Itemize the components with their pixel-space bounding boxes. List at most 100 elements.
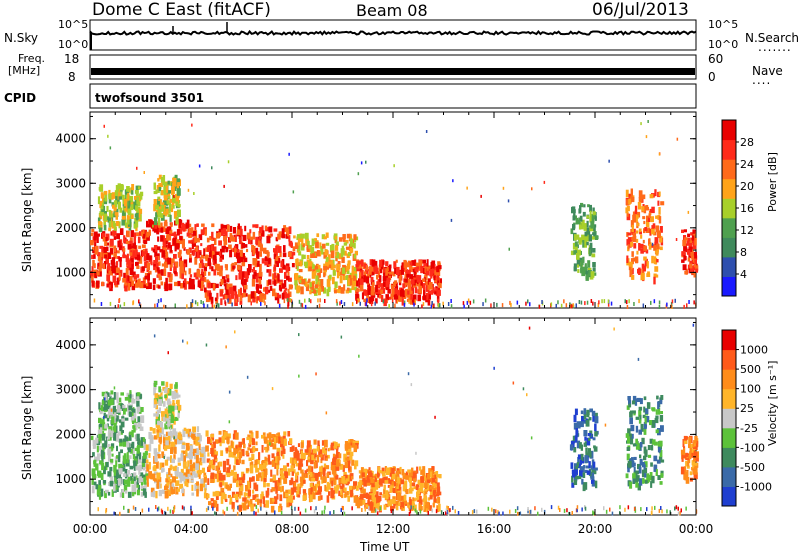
data-cell (158, 205, 162, 212)
data-cell (285, 234, 290, 239)
data-cell (410, 383, 413, 387)
data-cell (91, 485, 95, 494)
data-cell (315, 284, 319, 289)
data-cell (296, 263, 299, 271)
data-cell (113, 281, 117, 286)
data-cell (211, 296, 214, 304)
data-cell (159, 439, 162, 445)
data-cell (409, 261, 413, 266)
data-cell (116, 261, 119, 266)
data-cell (215, 492, 219, 500)
data-cell (407, 278, 411, 285)
data-cell (130, 476, 133, 481)
data-cell (677, 511, 680, 516)
data-cell (651, 420, 655, 428)
data-cell (173, 196, 177, 204)
data-cell (342, 465, 345, 472)
data-cell (363, 298, 368, 302)
data-cell (375, 482, 379, 490)
data-cell (692, 461, 695, 469)
data-cell (418, 503, 421, 511)
data-cell (166, 200, 169, 204)
data-cell (177, 404, 182, 411)
data-cell (578, 300, 581, 304)
data-cell (301, 238, 304, 245)
data-cell (603, 299, 606, 304)
data-cell (333, 479, 336, 486)
data-cell (683, 229, 687, 233)
data-cell (108, 426, 112, 431)
data-cell (116, 455, 119, 459)
data-cell (582, 211, 586, 217)
data-cell (390, 509, 393, 514)
data-cell (347, 252, 352, 256)
noise-left-tick-bottom: 10^0 (58, 38, 89, 51)
data-cell (438, 503, 441, 512)
data-cell (259, 226, 263, 234)
data-cell (687, 257, 691, 262)
data-cell (109, 410, 113, 416)
data-cell (178, 226, 183, 235)
data-cell (258, 278, 262, 285)
data-cell (335, 241, 339, 246)
data-cell (210, 244, 214, 251)
data-cell (99, 214, 103, 220)
data-cell (574, 215, 577, 220)
data-cell (206, 304, 209, 309)
data-cell (632, 214, 636, 223)
data-cell (105, 461, 109, 468)
data-cell (125, 274, 129, 283)
data-cell (187, 473, 191, 477)
data-cell (99, 402, 102, 409)
data-cell (171, 441, 176, 447)
data-cell (254, 448, 259, 452)
data-cell (157, 178, 160, 182)
data-cell (227, 298, 229, 303)
data-cell (593, 232, 597, 237)
data-cell (370, 286, 375, 294)
freq-label-line2: [MHz] (8, 64, 41, 77)
data-cell (237, 223, 240, 230)
data-cell (364, 271, 367, 277)
data-cell (260, 476, 263, 482)
data-cell (631, 224, 634, 232)
data-cell (129, 431, 132, 435)
data-cell (373, 480, 377, 486)
data-cell (581, 234, 586, 243)
data-cell (161, 381, 165, 386)
data-cell (266, 235, 271, 244)
data-cell (325, 261, 329, 267)
data-cell (340, 300, 343, 304)
data-cell (637, 357, 640, 361)
data-cell (179, 235, 183, 241)
data-cell (173, 211, 177, 219)
data-cell (153, 478, 158, 482)
data-cell (625, 189, 629, 198)
data-cell (212, 449, 217, 458)
data-cell (235, 275, 238, 281)
data-cell (243, 279, 247, 287)
data-cell (436, 505, 440, 513)
data-cell (368, 296, 371, 303)
data-cell (172, 178, 177, 186)
data-cell (172, 476, 176, 483)
data-cell (130, 204, 134, 211)
data-cell (377, 289, 381, 294)
data-cell (113, 464, 117, 473)
data-cell (155, 256, 158, 263)
data-cell (230, 293, 235, 299)
data-cell (199, 251, 202, 256)
data-cell (200, 300, 202, 304)
data-cell (180, 473, 184, 479)
data-cell (148, 282, 152, 289)
data-cell (265, 490, 269, 498)
data-cell (647, 271, 650, 275)
data-cell (589, 270, 592, 277)
data-cell (446, 510, 449, 514)
data-cell (309, 471, 313, 477)
data-cell (118, 257, 122, 262)
data-cell (693, 474, 696, 479)
data-cell (323, 473, 326, 478)
data-cell (106, 423, 109, 427)
data-cell (377, 279, 382, 286)
